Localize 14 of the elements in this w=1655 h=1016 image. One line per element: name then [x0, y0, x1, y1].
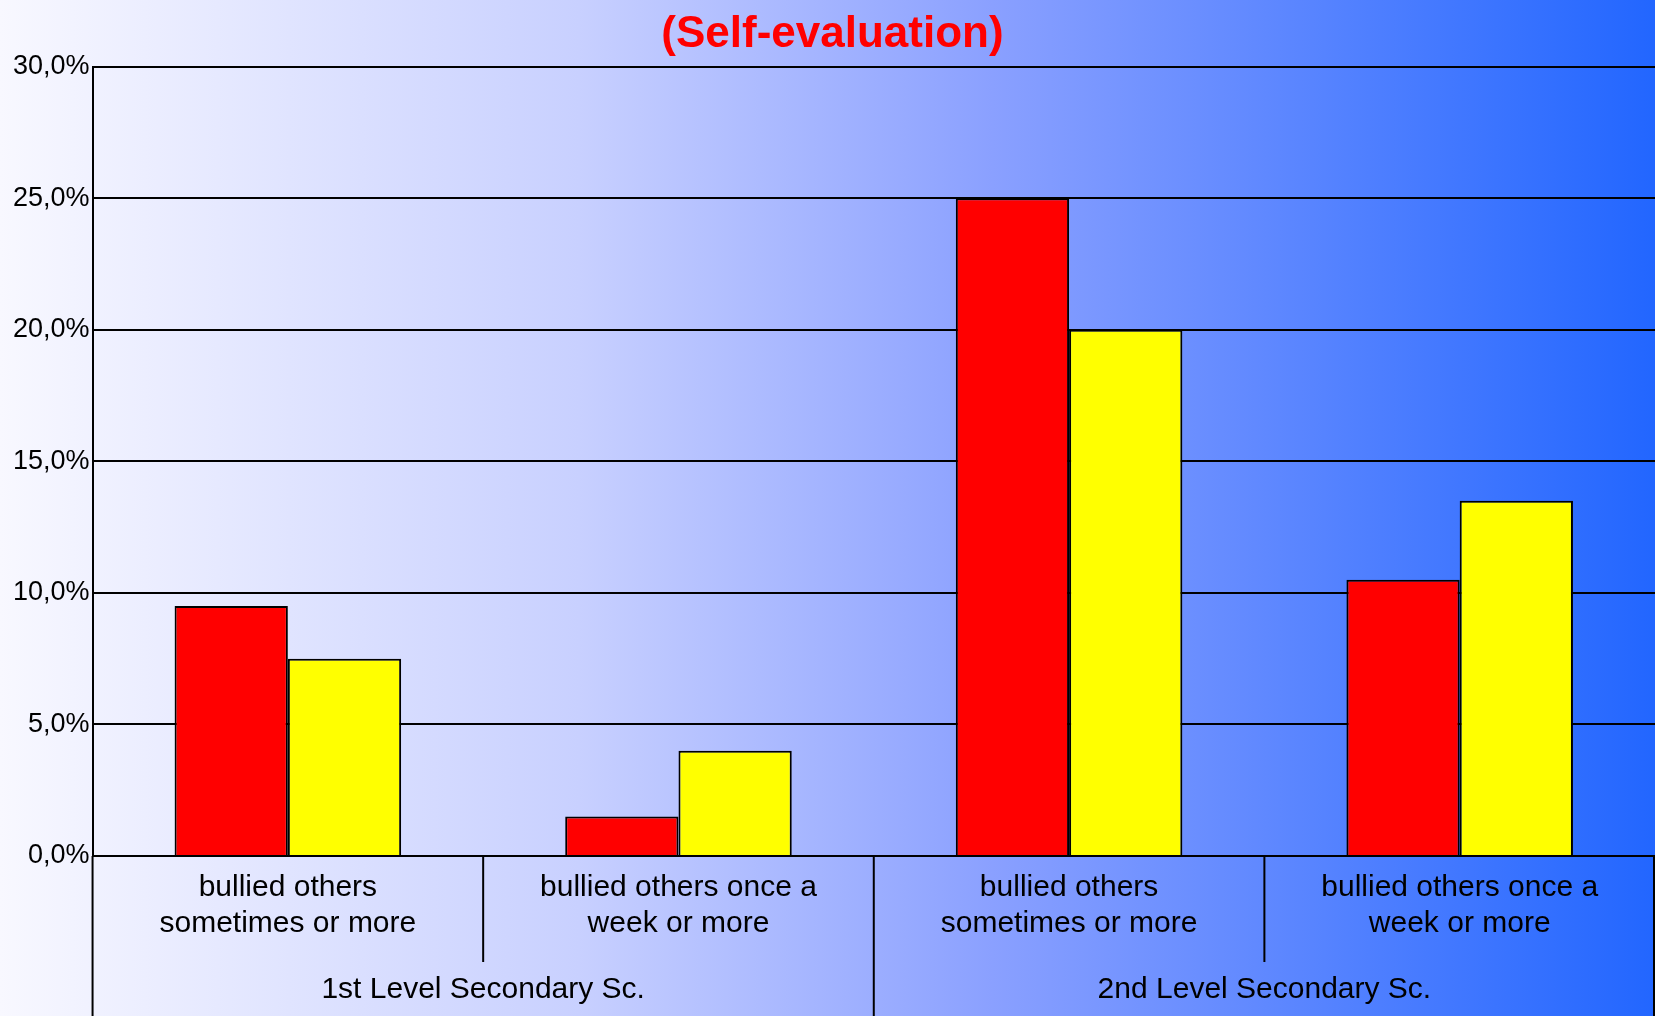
y-tick-label: 5,0% [28, 707, 90, 738]
y-tick-label: 25,0% [12, 181, 90, 212]
y-tick-label: 30,0% [12, 50, 90, 81]
chart-title: (Self-evaluation) [661, 6, 1004, 56]
x-tick-label: bullied others sometimes or more [940, 869, 1198, 939]
y-tick-label: 15,0% [12, 444, 90, 475]
x-tick-label: bullied others sometimes or more [159, 869, 417, 939]
y-tick-label: 10,0% [12, 576, 90, 607]
x-tick-label: bullied others once a week or more [1321, 869, 1599, 939]
y-tick-label: 0,0% [28, 839, 90, 870]
x-tick-label: bullied others once a week or more [540, 869, 818, 939]
text: 1st Level Secondary Sc. [321, 971, 645, 1005]
text: 2nd Level Secondary Sc. [1097, 971, 1432, 1005]
y-tick-label: 20,0% [12, 313, 90, 344]
